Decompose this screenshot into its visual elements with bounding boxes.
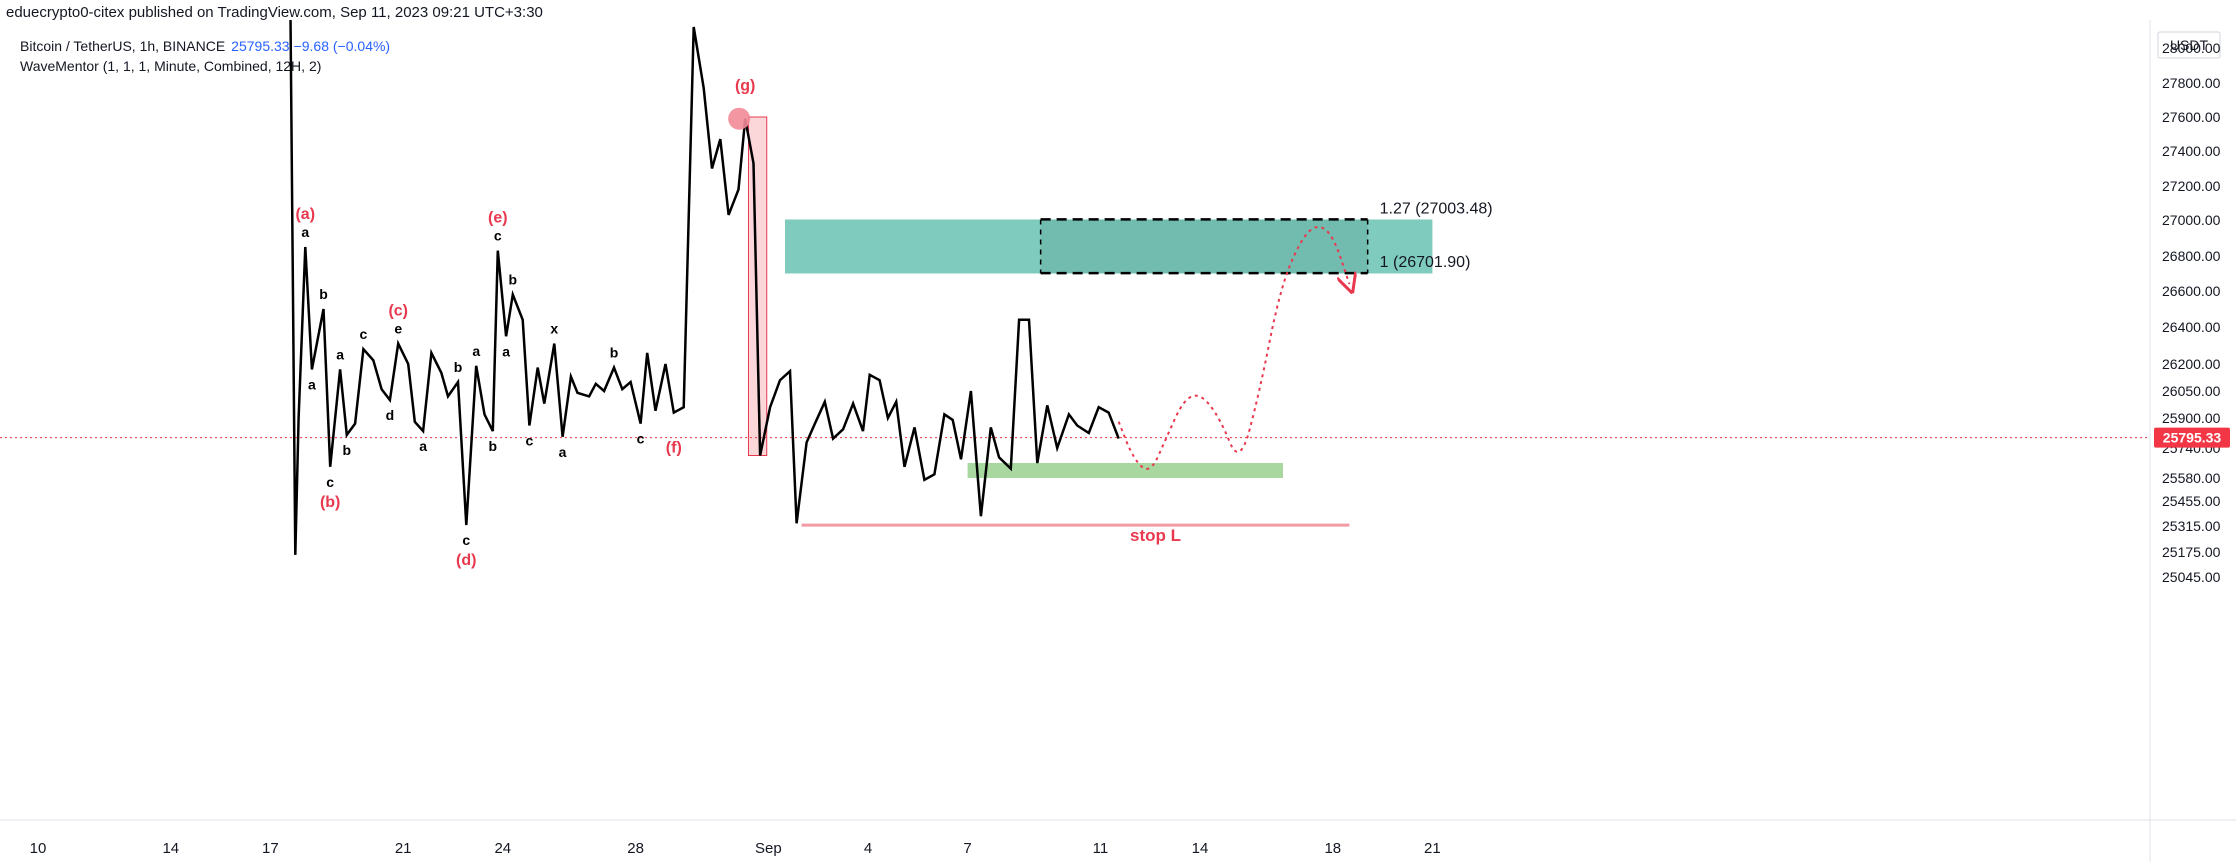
minor-wave-label: a [419,438,427,454]
major-wave-label: (g) [735,78,755,95]
currency-box[interactable] [2157,31,2221,59]
x-tick-label: 11 [1093,840,1109,857]
last-price-badge [2154,427,2230,448]
minor-wave-label: d [386,407,395,423]
minor-wave-label: b [508,272,517,288]
y-tick-label: 26200.00 [2162,356,2221,372]
x-tick-label: 7 [963,840,971,857]
minor-wave-label: c [525,433,533,449]
y-tick-label: 28000.00 [2162,40,2221,56]
major-wave-label: (b) [320,494,340,511]
x-tick-label: 14 [1192,840,1209,857]
y-tick-label: 25175.00 [2162,544,2221,560]
minor-wave-label: c [359,326,367,342]
major-wave-label: (a) [295,206,315,223]
legend-change: −9.68 (−0.04%) [293,38,391,54]
minor-wave-label: a [559,444,567,460]
fib-label: 1.27 (27003.48) [1380,200,1493,217]
y-tick-label: 27400.00 [2162,143,2221,159]
x-tick-label: Sep [755,840,782,857]
wave-g-marker [728,107,751,130]
y-tick-label: 25580.00 [2162,470,2221,486]
minor-wave-label: b [454,359,463,375]
y-tick-label: 25045.00 [2162,569,2221,585]
y-tick-label: 26600.00 [2162,283,2221,299]
major-wave-label: (e) [488,210,508,227]
minor-wave-label: c [462,532,470,548]
y-tick-label: 25455.00 [2162,493,2221,509]
major-wave-label: (c) [388,303,408,320]
minor-wave-label: a [301,224,309,240]
minor-wave-label: a [502,343,510,359]
minor-wave-label: x [550,321,558,337]
y-tick-label: 26800.00 [2162,248,2221,264]
fib-label: 1 (26701.90) [1380,254,1471,271]
price-line [289,20,1120,555]
x-tick-label: 14 [162,840,179,857]
x-tick-label: 24 [494,840,511,857]
y-tick-label: 25900.00 [2162,410,2221,426]
last-price-text: 25795.33 [2163,430,2222,446]
y-tick-label: 26400.00 [2162,319,2221,335]
y-tick-label: 25315.00 [2162,518,2221,534]
x-tick-label: 4 [864,840,872,857]
stop-loss-label: stop L [1130,526,1181,545]
indicator-name[interactable]: WaveMentor (1, 1, 1, Minute, Combined, 1… [20,58,322,74]
x-tick-label: 21 [395,840,412,857]
major-wave-label: (d) [456,552,476,569]
highlight-box [747,116,768,456]
y-tick-label: 26050.00 [2162,383,2221,399]
major-wave-label: (f) [666,440,682,457]
x-tick-label: 17 [262,840,279,857]
y-tick-label: 27800.00 [2162,75,2221,91]
symbol-row: Bitcoin / TetherUS, 1h, BINANCE 25795.33−… [20,36,390,56]
minor-wave-label: c [637,431,645,447]
x-tick-label: 28 [627,840,644,857]
y-tick-label: 27600.00 [2162,109,2221,125]
minor-wave-label: b [489,438,498,454]
currency-label: USDT [2170,37,2209,53]
y-tick-label: 27000.00 [2162,212,2221,228]
minor-wave-label: a [472,343,480,359]
minor-wave-label: c [494,228,502,244]
minor-wave-label: e [394,321,402,337]
minor-wave-label: b [342,442,351,458]
minor-wave-label: a [336,346,344,362]
minor-wave-label: b [610,345,619,361]
legend-price: 25795.33 [231,38,290,54]
x-tick-label: 18 [1324,840,1341,857]
minor-wave-label: a [308,376,316,392]
chart-legend: Bitcoin / TetherUS, 1h, BINANCE 25795.33−… [20,36,390,76]
y-tick-label: 27200.00 [2162,178,2221,194]
published-header: eduecrypto0-citex published on TradingVi… [6,4,543,21]
fib-overlay [1040,219,1368,274]
x-tick-label: 21 [1424,840,1441,857]
x-tick-label: 10 [30,840,47,857]
support-zone [967,463,1283,478]
minor-wave-label: c [326,474,334,490]
symbol-name[interactable]: Bitcoin / TetherUS, 1h, BINANCE [20,38,226,54]
minor-wave-label: b [319,286,328,302]
